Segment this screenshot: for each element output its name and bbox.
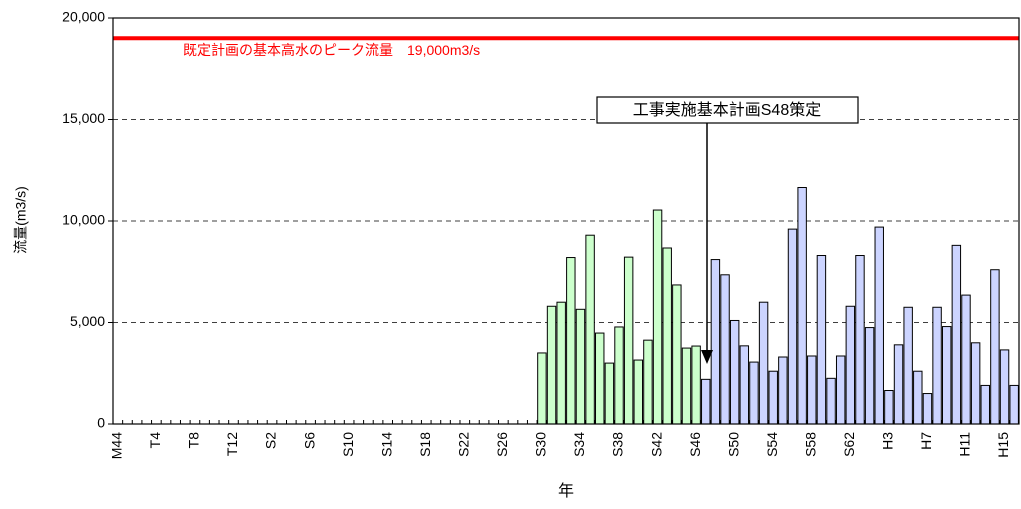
plot-frame (112, 17, 1020, 425)
bar (893, 344, 904, 425)
y-tick-label: 15,000 (62, 110, 105, 126)
bar (932, 306, 942, 425)
bar (778, 356, 788, 425)
bar (816, 255, 827, 425)
bar (797, 187, 807, 425)
bar (903, 306, 913, 425)
bar (941, 326, 952, 425)
bar (575, 308, 586, 425)
bar (787, 228, 798, 425)
bar (990, 269, 1000, 425)
bar (884, 390, 894, 425)
bar (623, 256, 634, 425)
bar (835, 355, 846, 425)
x-tick-label: S14 (378, 432, 394, 457)
bar (556, 301, 566, 425)
bar (595, 332, 605, 425)
bar (633, 359, 644, 425)
bar (845, 305, 856, 425)
bar (681, 347, 692, 425)
x-tick-label: H3 (880, 432, 896, 450)
x-tick-label: S6 (301, 432, 317, 449)
y-tick-label: 5,000 (70, 313, 105, 329)
bar (970, 342, 981, 425)
bar (768, 370, 778, 425)
bar (566, 257, 576, 425)
x-tick-label: S50 (725, 432, 741, 457)
x-tick-label: S30 (533, 432, 549, 457)
x-tick-label: T12 (224, 432, 240, 456)
bar (662, 247, 672, 425)
x-tick-label: S34 (571, 432, 587, 457)
bar (691, 345, 701, 425)
bar (999, 349, 1010, 425)
bar (604, 362, 615, 425)
bar (807, 355, 817, 425)
x-tick-label: M44 (109, 432, 125, 459)
bar (546, 305, 557, 425)
bar (643, 339, 653, 425)
bar (961, 294, 971, 425)
x-tick-label: T8 (186, 432, 202, 449)
x-tick-label: H7 (918, 432, 934, 450)
bar (739, 345, 750, 425)
y-tick-label: 10,000 (62, 212, 105, 228)
bar (758, 301, 769, 425)
bar (749, 361, 759, 425)
bar (874, 226, 884, 425)
bar (913, 370, 923, 425)
y-tick-label: 20,000 (62, 9, 105, 25)
annotation-box (596, 96, 859, 124)
x-tick-label: S46 (687, 432, 703, 457)
x-tick-label: S58 (802, 432, 818, 457)
x-tick-label: S22 (456, 432, 472, 457)
x-tick-label: S18 (417, 432, 433, 457)
bar (710, 259, 721, 425)
x-axis-label: 年 (558, 482, 574, 500)
bar (701, 378, 711, 425)
bar (537, 352, 547, 425)
reference-label: 既定計画の基本高水のピーク流量 19,000m3/s (183, 42, 480, 58)
bar (922, 393, 933, 425)
bar (652, 209, 663, 425)
x-tick-label: T4 (147, 432, 163, 449)
bar (729, 319, 740, 425)
annotation-text: 工事実施基本計画S48策定 (633, 101, 821, 119)
bar (720, 274, 730, 425)
bar (951, 244, 962, 425)
bar (614, 326, 624, 425)
y-tick-label: 0 (97, 415, 105, 431)
x-tick-label: S38 (610, 432, 626, 457)
x-tick-label: S62 (841, 432, 857, 457)
bar (672, 284, 682, 425)
bar (585, 234, 595, 425)
x-tick-label: S2 (263, 432, 279, 449)
x-tick-label: S42 (648, 432, 664, 457)
x-tick-label: H15 (995, 432, 1011, 458)
bar (855, 255, 865, 425)
y-axis-label: 流量(m3/s) (13, 186, 29, 254)
annotation-arrow (701, 350, 713, 364)
x-tick-label: S10 (340, 432, 356, 457)
bar (980, 384, 990, 425)
bar (1009, 384, 1019, 425)
x-tick-label: H11 (957, 432, 973, 457)
bar (864, 327, 875, 425)
x-tick-label: S54 (764, 432, 780, 457)
bar (826, 377, 836, 425)
x-tick-label: S26 (494, 432, 510, 457)
